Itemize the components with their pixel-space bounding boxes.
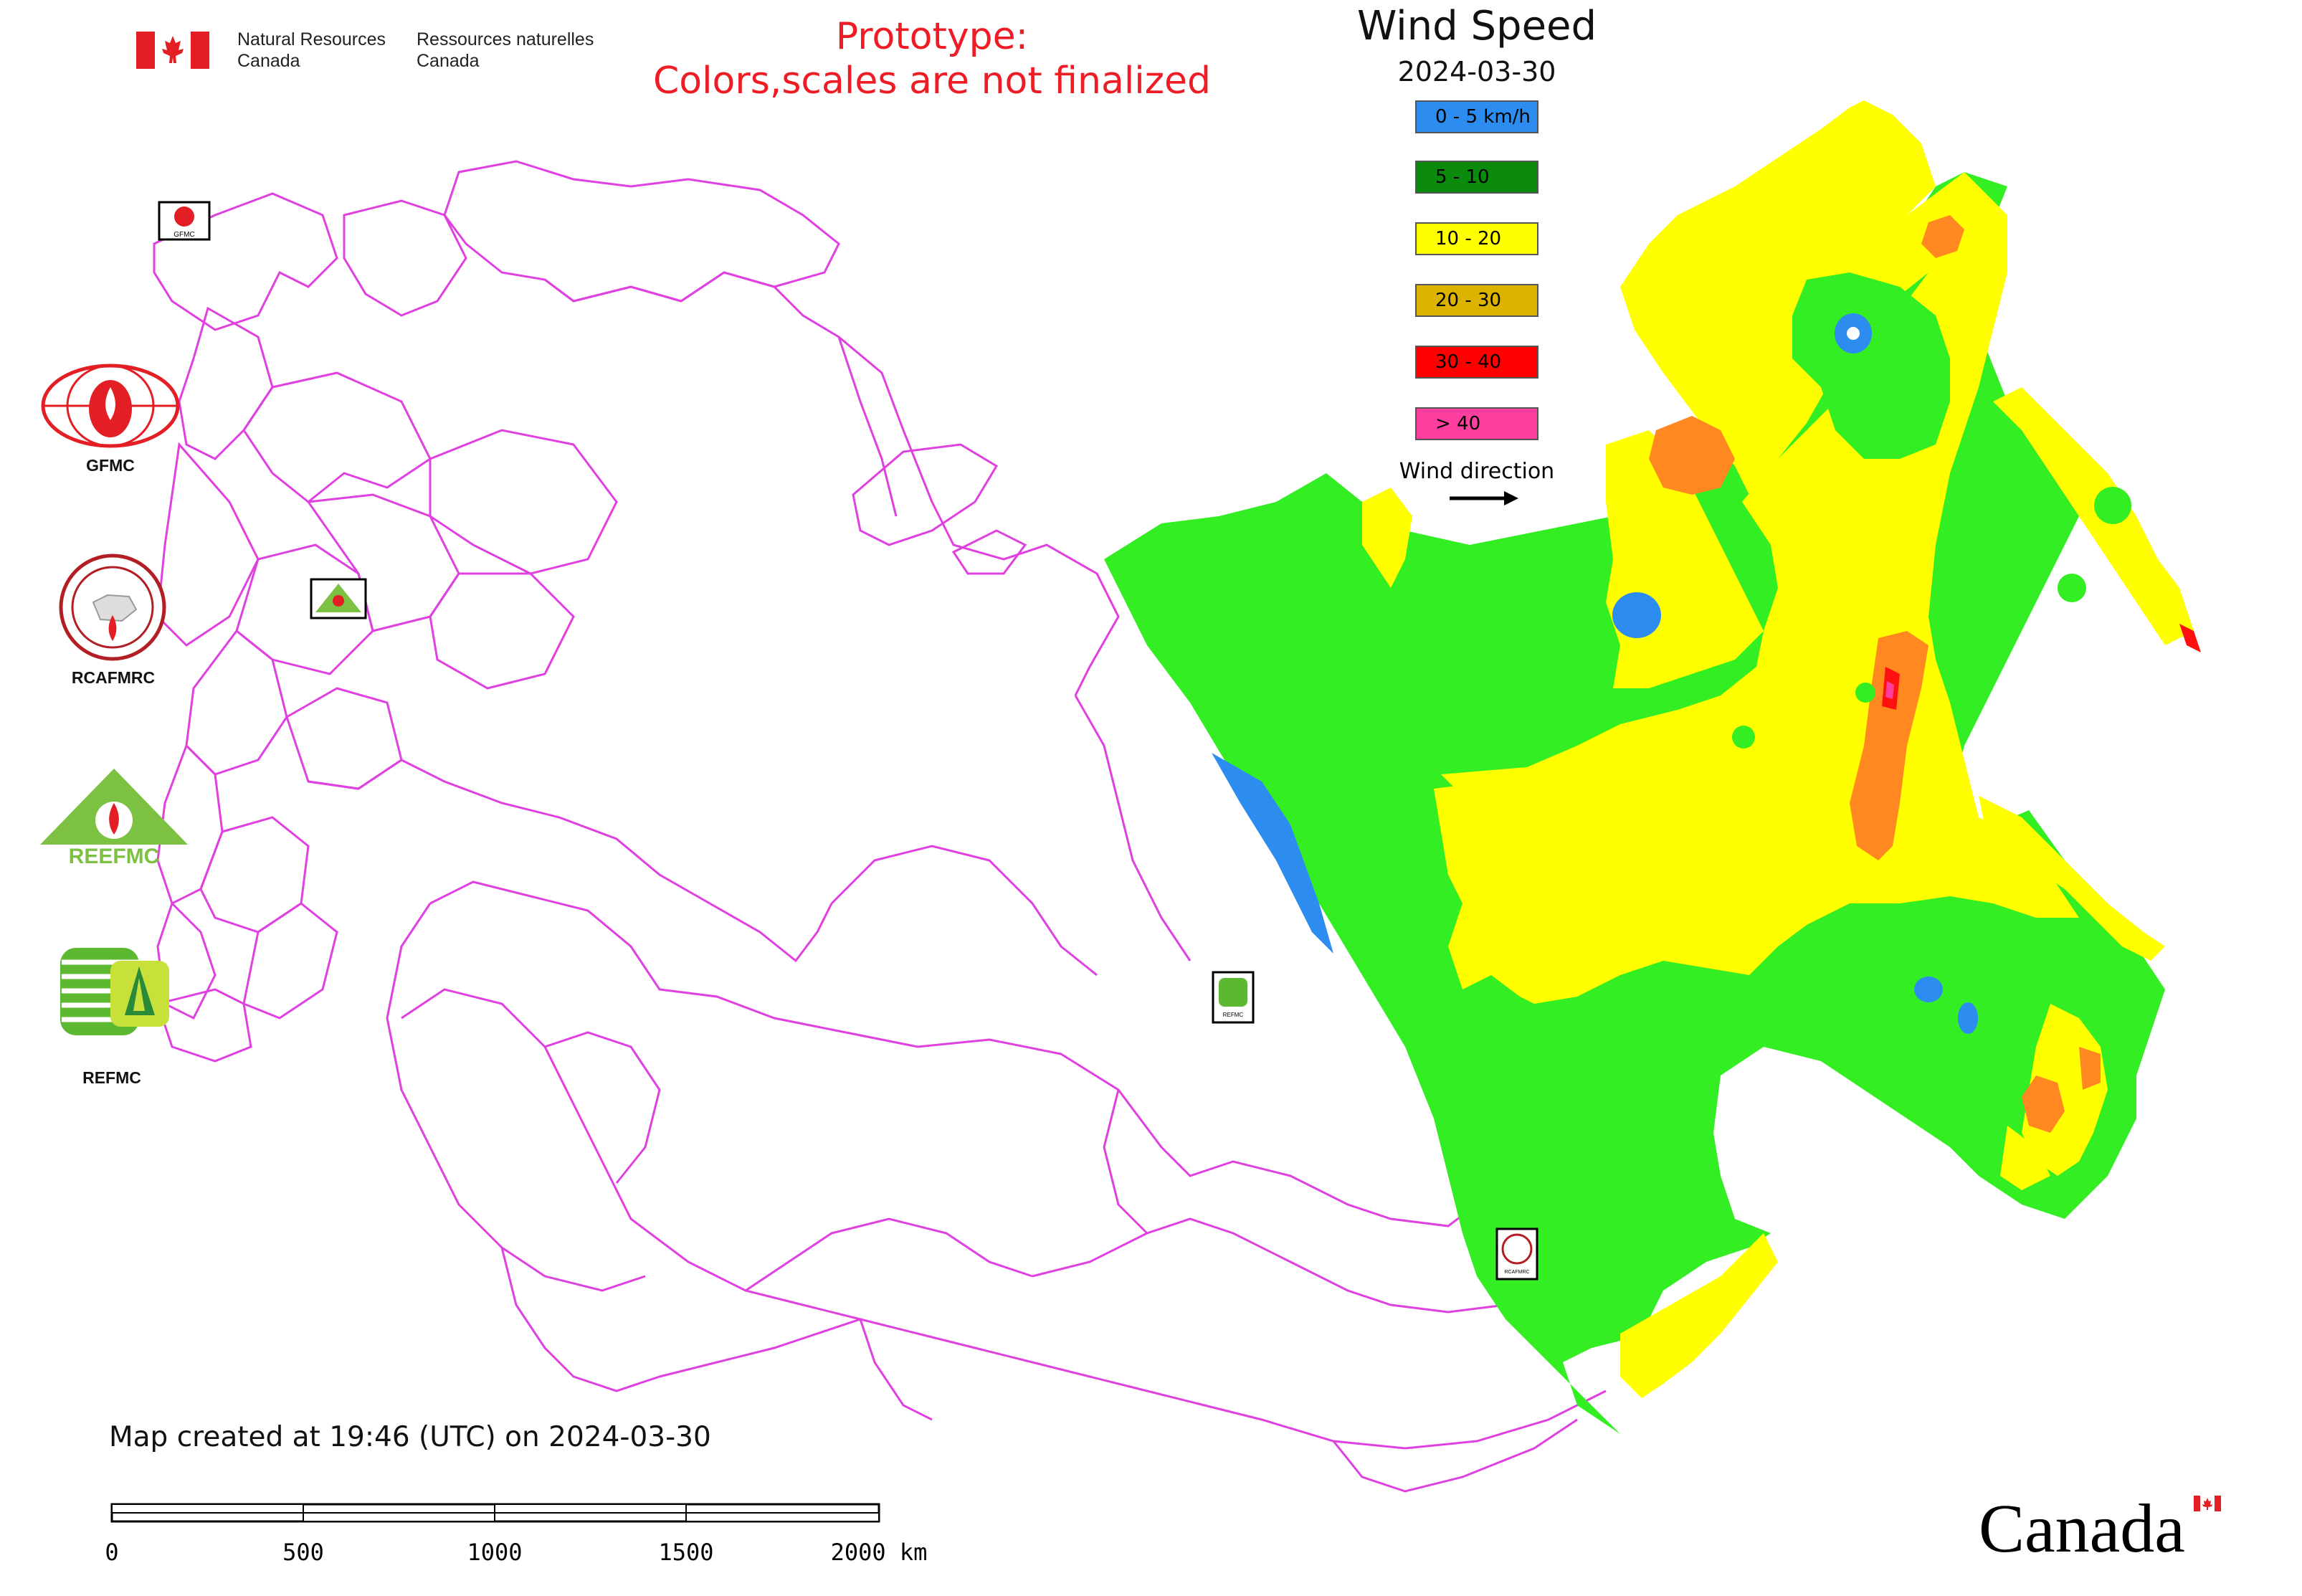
zone-5-10-spot-1 (1855, 683, 1875, 703)
zone-10-20-yamal (1362, 488, 1412, 588)
legend-title: Wind Speed (1356, 3, 1597, 49)
zone-10-20-kamchatka (1993, 387, 2194, 645)
wind-direction-label: Wind direction (1399, 459, 1555, 484)
legend-label: 30 - 40 (1435, 351, 1502, 373)
zone-10-20-primorye (2022, 1004, 2108, 1176)
reefmc-logo-icon: REEFMC (40, 769, 188, 868)
zone-5-10-spot-3 (2094, 487, 2131, 524)
refmc-label: REFMC (82, 1068, 141, 1087)
zone-gt40-okhotsk (1885, 681, 1894, 699)
scale-tick-1000: 1000 (467, 1539, 522, 1566)
zone-10-20-south (1620, 1233, 1778, 1398)
zone-20-30-chukotka (1649, 416, 1735, 495)
country-borders (153, 160, 1607, 1493)
legend-item-10-20: 10 - 20 (1415, 222, 1538, 255)
reefmc-marker-icon[interactable] (310, 578, 367, 619)
zone-10-20-okhotsk-coast (1979, 796, 2165, 961)
refmc-marker-icon[interactable]: REFMC (1212, 971, 1255, 1024)
svg-text:REFMC: REFMC (1223, 1012, 1244, 1018)
prototype-line2: Colors,scales are not finalized (652, 60, 1212, 103)
zone-0-5-spot-amur-1 (1914, 977, 1943, 1002)
prototype-notice: Prototype: Colors,scales are not finaliz… (574, 14, 1290, 103)
zone-5-10-kolyma (1792, 272, 1950, 459)
agency-name-en: Natural Resources Canada (237, 29, 386, 72)
legend-label: 5 - 10 (1435, 166, 1490, 188)
legend-label: 10 - 20 (1435, 228, 1502, 250)
legend-item-30-40: 30 - 40 (1415, 346, 1538, 379)
map-markers: GFMC REFMC RCAFMRC (158, 201, 1538, 1281)
agency-name-fr: Ressources naturelles Canada (417, 29, 594, 72)
refmc-logo-icon (60, 948, 169, 1035)
zone-0-5-spot-yakutia (1612, 592, 1661, 638)
scale-tick-1500: 1500 (658, 1539, 713, 1566)
legend-item-20-30: 20 - 30 (1415, 284, 1538, 317)
scale-bar: 0 500 1000 1500 2000 km (105, 1503, 928, 1566)
gfmc-marker-icon[interactable]: GFMC (158, 201, 211, 241)
gfmc-label: GFMC (86, 456, 135, 475)
agency-en-line1: Natural Resources (237, 29, 386, 49)
legend-label: 20 - 30 (1435, 290, 1502, 311)
zone-10-20-south-tip (2000, 1126, 2050, 1190)
svg-text:GFMC: GFMC (173, 231, 194, 239)
legend-date: 2024-03-30 (1397, 56, 1556, 87)
legend-label: > 40 (1435, 413, 1481, 434)
svg-text:RCAFMRC: RCAFMRC (1505, 1270, 1530, 1275)
rcafmrc-logo-icon (59, 554, 166, 661)
legend-item-gt40: > 40 (1415, 407, 1538, 440)
scale-tick-2000: 2000 km (831, 1539, 928, 1566)
zone-20-30-primorye (2022, 1075, 2065, 1133)
zone-5-10-spot-2 (1732, 726, 1755, 749)
canada-wordmark: Canada (1979, 1490, 2185, 1567)
zone-20-30-sakhalin (2079, 1047, 2101, 1090)
zone-5-10-spot-4 (2058, 574, 2086, 602)
rcafmrc-marker-icon[interactable]: RCAFMRC (1495, 1227, 1538, 1281)
gfmc-logo-icon (41, 364, 180, 448)
rcafmrc-label: RCAFMRC (71, 668, 156, 687)
wind-overlay (1104, 100, 2201, 1448)
scale-tick-0: 0 (105, 1539, 118, 1566)
scale-tick-500: 500 (282, 1539, 324, 1566)
zone-20-30-okhotsk (1850, 631, 1928, 860)
calm-dot-kolyma (1847, 327, 1860, 340)
prototype-line1: Prototype: (835, 15, 1029, 58)
agency-en-line2: Canada (237, 51, 300, 71)
agency-fr-line1: Ressources naturelles (417, 29, 594, 49)
legend-item-0-5: 0 - 5 km/h (1415, 100, 1538, 133)
agency-fr-line2: Canada (417, 51, 480, 71)
canada-wordmark-flag-icon (2194, 1496, 2221, 1511)
legend-label: 0 - 5 km/h (1435, 106, 1531, 128)
zone-0-5-spot-amur-2 (1958, 1002, 1978, 1034)
wind-direction-arrow-icon (1450, 491, 1518, 505)
map-created-timestamp: Map created at 19:46 (UTC) on 2024-03-30 (109, 1421, 711, 1453)
legend-item-5-10: 5 - 10 (1415, 161, 1538, 194)
zone-30-40-kamchatka (2179, 624, 2201, 652)
zone-0-5-west (1212, 753, 1333, 954)
canada-flag-icon (136, 32, 209, 69)
zone-20-30-northeast (1921, 215, 1964, 258)
zone-10-20-west-wedge (1434, 774, 1549, 918)
reefmc-wordmark: REEFMC (69, 845, 160, 868)
